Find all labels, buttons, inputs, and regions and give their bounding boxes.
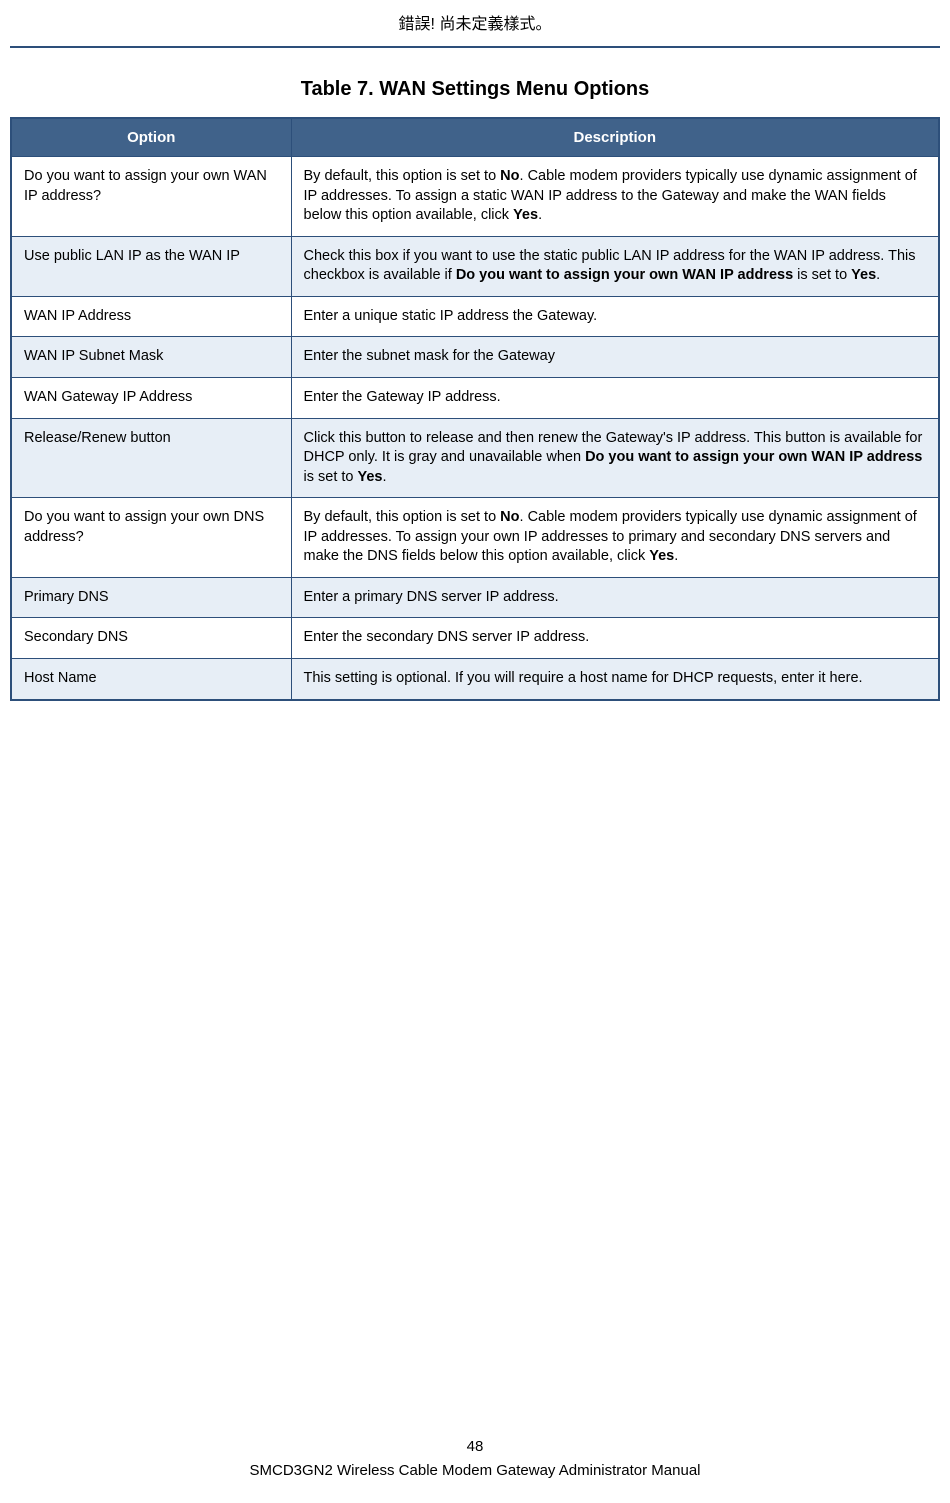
description-cell: Enter the subnet mask for the Gateway [291,337,939,378]
description-cell: Enter a primary DNS server IP address. [291,577,939,618]
column-header-option: Option [11,118,291,157]
table-row: Do you want to assign your own WAN IP ad… [11,157,939,237]
table-body: Do you want to assign your own WAN IP ad… [11,157,939,700]
option-cell: Release/Renew button [11,418,291,498]
description-cell: Enter a unique static IP address the Gat… [291,296,939,337]
table-row: Do you want to assign your own DNS addre… [11,498,939,578]
table-row: Host NameThis setting is optional. If yo… [11,659,939,700]
option-cell: WAN IP Subnet Mask [11,337,291,378]
table-row: Primary DNSEnter a primary DNS server IP… [11,577,939,618]
table-row: WAN IP Subnet MaskEnter the subnet mask … [11,337,939,378]
option-cell: WAN IP Address [11,296,291,337]
description-cell: By default, this option is set to No. Ca… [291,157,939,237]
content-area: Table 7. WAN Settings Menu Options Optio… [0,48,950,701]
description-cell: Enter the Gateway IP address. [291,377,939,418]
table-title: Table 7. WAN Settings Menu Options [10,78,940,101]
wan-settings-table: Option Description Do you want to assign… [10,117,940,701]
table-row: Secondary DNSEnter the secondary DNS ser… [11,618,939,659]
column-header-description: Description [291,118,939,157]
description-cell: Click this button to release and then re… [291,418,939,498]
table-row: Use public LAN IP as the WAN IPCheck thi… [11,236,939,296]
option-cell: Do you want to assign your own WAN IP ad… [11,157,291,237]
description-cell: Enter the secondary DNS server IP addres… [291,618,939,659]
description-cell: By default, this option is set to No. Ca… [291,498,939,578]
page-number: 48 [0,1435,950,1459]
description-cell: Check this box if you want to use the st… [291,236,939,296]
table-header-row: Option Description [11,118,939,157]
option-cell: Do you want to assign your own DNS addre… [11,498,291,578]
option-cell: Use public LAN IP as the WAN IP [11,236,291,296]
page-footer: 48 SMCD3GN2 Wireless Cable Modem Gateway… [0,1435,950,1483]
option-cell: Secondary DNS [11,618,291,659]
table-row: Release/Renew buttonClick this button to… [11,418,939,498]
option-cell: WAN Gateway IP Address [11,377,291,418]
option-cell: Primary DNS [11,577,291,618]
table-row: WAN Gateway IP AddressEnter the Gateway … [11,377,939,418]
option-cell: Host Name [11,659,291,700]
table-row: WAN IP AddressEnter a unique static IP a… [11,296,939,337]
description-cell: This setting is optional. If you will re… [291,659,939,700]
page-header-error: 錯誤! 尚未定義樣式。 [0,0,950,46]
manual-title: SMCD3GN2 Wireless Cable Modem Gateway Ad… [0,1459,950,1483]
